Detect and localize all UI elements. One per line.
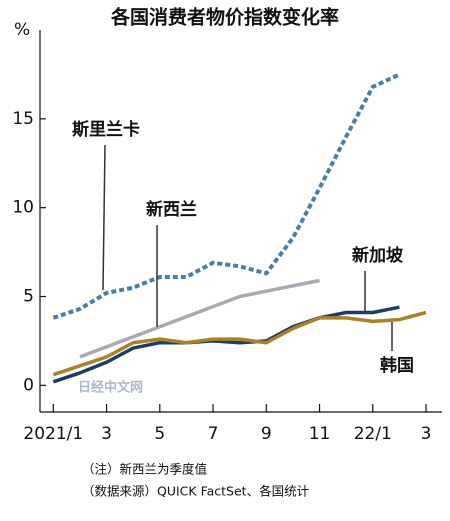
x-tick-label: 11 <box>309 424 331 444</box>
y-tick-label: 0 <box>23 375 34 395</box>
series-line <box>52 305 400 384</box>
x-tick-label: 5 <box>154 424 165 444</box>
series-label: 斯里兰卡 <box>72 119 140 140</box>
x-tick-label: 9 <box>261 424 272 444</box>
x-tick-label: 3 <box>101 424 112 444</box>
chart-title: 各国消费者物价指数变化率 <box>110 6 339 29</box>
watermark: 日经中文网 <box>78 380 143 396</box>
series-label: 韩国 <box>380 355 414 376</box>
series-label: 新加坡 <box>352 245 403 266</box>
x-tick-label: 7 <box>208 424 219 444</box>
y-tick-label: 10 <box>12 198 34 218</box>
leader-line <box>102 144 106 291</box>
x-tick-label: 3 <box>421 424 432 444</box>
y-tick-label: 15 <box>12 109 34 129</box>
series-line <box>52 72 401 320</box>
x-tick-label: 2021/1 <box>23 424 83 444</box>
series-line <box>52 310 427 377</box>
series-label: 新西兰 <box>146 199 197 220</box>
series-line <box>79 278 320 359</box>
note: （数据来源）QUICK FactSet、各国统计 <box>82 484 309 499</box>
y-unit: % <box>14 20 30 40</box>
y-tick-label: 5 <box>23 287 34 307</box>
note: （注）新西兰为季度值 <box>82 462 207 477</box>
x-tick-label: 22/1 <box>354 424 392 444</box>
